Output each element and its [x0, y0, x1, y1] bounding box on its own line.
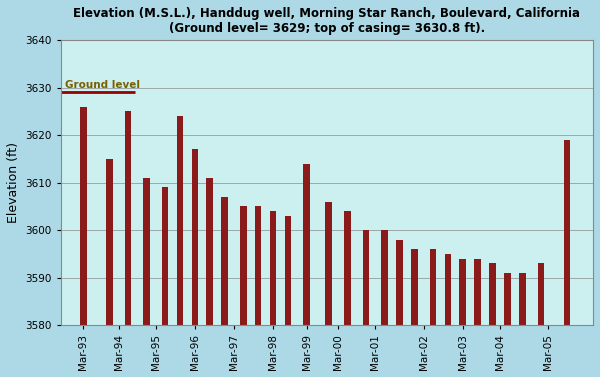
Bar: [221, 197, 228, 325]
Bar: [191, 149, 198, 325]
Bar: [143, 178, 150, 325]
Bar: [382, 230, 388, 325]
Bar: [125, 112, 131, 325]
Bar: [176, 116, 184, 325]
Bar: [303, 164, 310, 325]
Bar: [445, 254, 451, 325]
Bar: [255, 206, 262, 325]
Bar: [106, 159, 113, 325]
Bar: [344, 211, 351, 325]
Bar: [475, 259, 481, 325]
Y-axis label: Elevation (ft): Elevation (ft): [7, 142, 20, 223]
Bar: [284, 216, 291, 325]
Bar: [80, 107, 86, 325]
Bar: [519, 273, 526, 325]
Bar: [489, 263, 496, 325]
Bar: [396, 240, 403, 325]
Bar: [162, 187, 169, 325]
Bar: [430, 249, 436, 325]
Title: Elevation (M.S.L.), Handdug well, Morning Star Ranch, Boulevard, California
(Gro: Elevation (M.S.L.), Handdug well, Mornin…: [73, 7, 580, 35]
Bar: [460, 259, 466, 325]
Bar: [563, 140, 571, 325]
Bar: [240, 206, 247, 325]
Bar: [538, 263, 544, 325]
Bar: [411, 249, 418, 325]
Bar: [504, 273, 511, 325]
Bar: [325, 202, 332, 325]
Bar: [269, 211, 277, 325]
Bar: [363, 230, 370, 325]
Text: Ground level: Ground level: [65, 80, 140, 90]
Bar: [206, 178, 213, 325]
